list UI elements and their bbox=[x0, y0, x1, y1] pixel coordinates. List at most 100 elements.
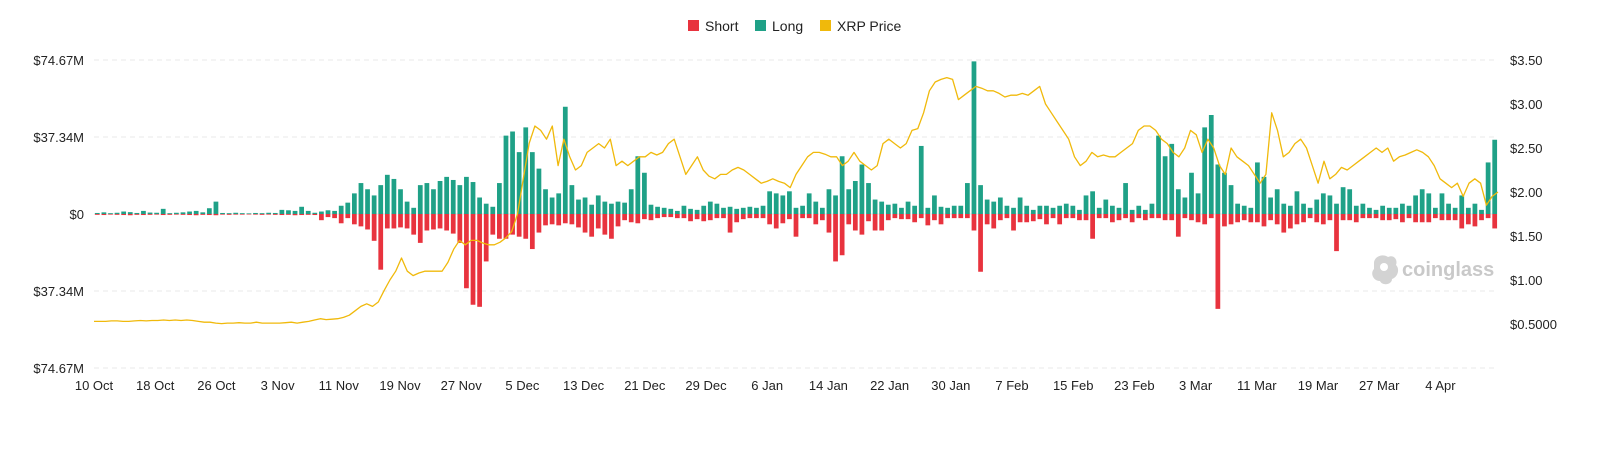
short-bar bbox=[470, 214, 476, 305]
long-bar bbox=[978, 185, 983, 214]
long-bar bbox=[1222, 172, 1227, 214]
short-bar bbox=[220, 214, 225, 215]
short-bar bbox=[424, 214, 430, 231]
long-bar bbox=[1459, 195, 1465, 214]
short-bar bbox=[1096, 214, 1102, 219]
short-bar bbox=[773, 214, 779, 229]
short-bar bbox=[1136, 214, 1142, 219]
short-bar bbox=[1182, 214, 1188, 219]
short-bar bbox=[259, 214, 265, 215]
price-line-layer bbox=[94, 76, 1499, 325]
long-bar bbox=[1057, 205, 1063, 214]
long-bar bbox=[431, 189, 436, 214]
long-bar bbox=[1301, 203, 1306, 214]
long-bar bbox=[1136, 205, 1142, 214]
long-bar bbox=[1367, 207, 1372, 214]
short-bar bbox=[648, 214, 654, 221]
short-bar bbox=[141, 214, 146, 216]
long-bar bbox=[1452, 207, 1458, 214]
long-bar bbox=[1492, 139, 1498, 214]
short-bar bbox=[899, 214, 904, 220]
long-bar bbox=[483, 203, 489, 214]
short-bar bbox=[1459, 214, 1465, 229]
long-bar bbox=[345, 202, 351, 214]
legend[interactable]: Short Long XRP Price bbox=[688, 18, 902, 34]
short-bar bbox=[971, 214, 977, 231]
short-bar bbox=[1017, 214, 1023, 223]
short-bar bbox=[925, 214, 931, 226]
short-bar bbox=[180, 214, 186, 215]
short-bar bbox=[806, 214, 812, 219]
long-bar bbox=[932, 195, 937, 214]
long-bar bbox=[1142, 209, 1148, 214]
long-bar bbox=[1044, 205, 1049, 214]
legend-item-long[interactable]: Long bbox=[755, 18, 803, 34]
long-bar bbox=[991, 201, 997, 214]
x-axis-tick-label: 7 Feb bbox=[995, 378, 1028, 393]
short-bar bbox=[1446, 214, 1451, 221]
short-bar bbox=[668, 214, 674, 218]
short-bar bbox=[457, 214, 463, 243]
short-bar bbox=[1255, 214, 1260, 223]
legend-item-short[interactable]: Short bbox=[688, 18, 739, 34]
short-bar bbox=[114, 214, 120, 215]
long-bar bbox=[510, 131, 515, 214]
long-bar bbox=[615, 201, 621, 214]
long-bar bbox=[760, 205, 766, 214]
x-axis-tick-label: 3 Nov bbox=[261, 378, 295, 393]
long-bar bbox=[220, 212, 225, 214]
x-axis-tick-label: 26 Oct bbox=[197, 378, 236, 393]
long-bars bbox=[94, 61, 1498, 215]
short-bar bbox=[1011, 214, 1016, 231]
legend-item-xrp-price[interactable]: XRP Price bbox=[820, 18, 902, 34]
long-bar bbox=[114, 212, 120, 214]
long-bar bbox=[1162, 156, 1168, 214]
long-bar bbox=[516, 152, 522, 214]
long-bar bbox=[1030, 209, 1036, 214]
short-bar bbox=[404, 214, 410, 229]
short-bar bbox=[1222, 214, 1227, 227]
long-bar bbox=[1215, 164, 1221, 214]
long-bar bbox=[371, 195, 377, 214]
x-axis-tick-label: 14 Jan bbox=[809, 378, 848, 393]
long-bar bbox=[727, 206, 733, 214]
short-bar bbox=[1439, 214, 1445, 221]
long-bar bbox=[892, 203, 898, 214]
short-bar bbox=[1077, 214, 1082, 221]
long-bar bbox=[404, 201, 410, 214]
short-bar bbox=[1281, 214, 1287, 233]
short-bar bbox=[576, 214, 581, 228]
long-bar bbox=[338, 205, 344, 214]
short-bar bbox=[477, 214, 482, 307]
long-bar bbox=[648, 204, 654, 214]
left-axis-tick-label: $37.34M bbox=[33, 284, 84, 299]
x-axis-tick-label: 21 Dec bbox=[624, 378, 666, 393]
long-bar bbox=[167, 213, 173, 214]
short-bar bbox=[529, 214, 535, 250]
long-bar bbox=[1347, 189, 1353, 214]
coinglass-logo-icon bbox=[1372, 255, 1399, 285]
long-bar bbox=[562, 106, 568, 214]
short-bar bbox=[1090, 214, 1095, 239]
short-bar bbox=[1103, 214, 1109, 219]
short-bar bbox=[787, 214, 792, 220]
long-bar bbox=[457, 185, 463, 214]
long-bar bbox=[1472, 203, 1478, 214]
short-bar bbox=[1189, 214, 1194, 221]
long-bar bbox=[661, 207, 667, 214]
short-bar bbox=[1386, 214, 1392, 221]
right-axis-tick-label: $0.5000 bbox=[1510, 317, 1557, 332]
short-bar bbox=[154, 214, 159, 215]
long-bar bbox=[193, 210, 199, 214]
long-bar bbox=[1110, 205, 1115, 214]
short-bar bbox=[905, 214, 911, 220]
short-bar bbox=[510, 214, 515, 235]
left-axis-tick-label: $37.34M bbox=[33, 130, 84, 145]
short-bar bbox=[852, 214, 858, 231]
short-bar bbox=[1274, 214, 1280, 225]
short-bar bbox=[121, 214, 127, 216]
long-bar bbox=[1274, 189, 1280, 214]
long-bar bbox=[688, 208, 693, 214]
short-bar bbox=[932, 214, 937, 221]
short-bar bbox=[866, 214, 871, 222]
